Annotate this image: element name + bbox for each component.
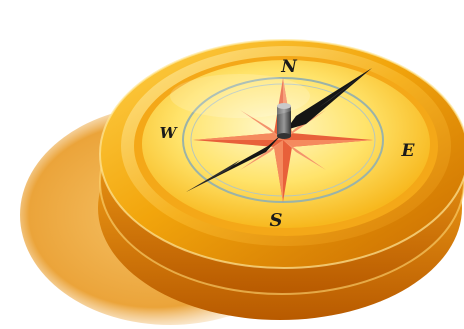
cardinal-west-label: W [160,124,179,142]
compass-pivot-pin [277,103,291,139]
compass-needle [186,68,372,192]
cardinal-north-label: N [280,57,298,77]
cardinal-south-label: S [270,210,283,231]
cardinal-east-label: E [401,141,416,161]
